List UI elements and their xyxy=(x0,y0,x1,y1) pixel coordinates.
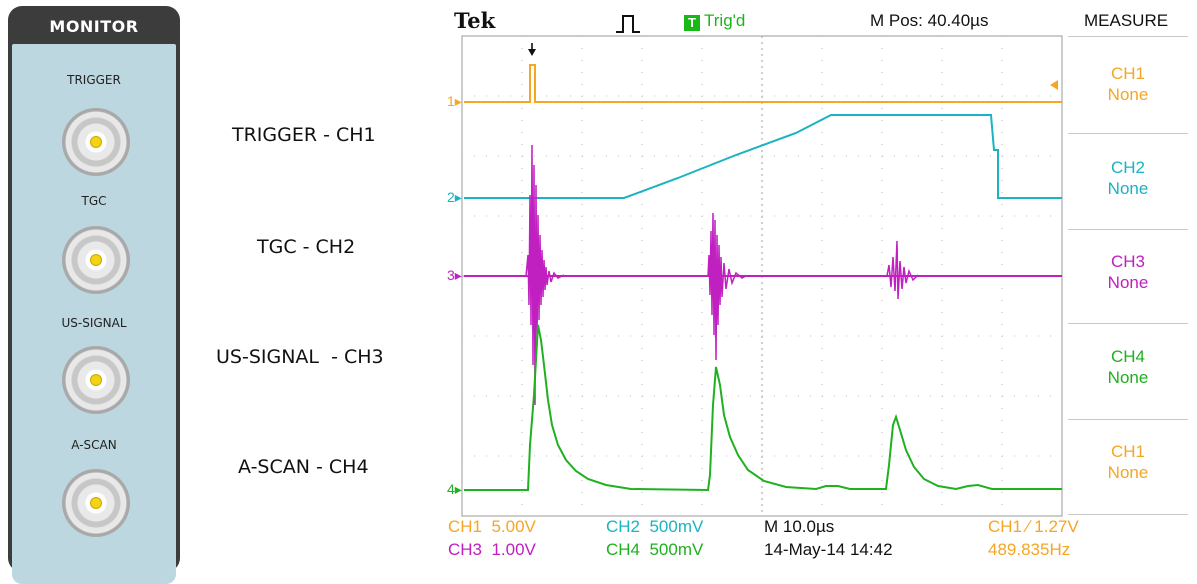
measure-slot-5-value: None xyxy=(1107,463,1149,482)
date-time-readout: 14-May-14 14:42 xyxy=(764,540,893,559)
measure-slot-1-channel: CH1 xyxy=(1110,64,1145,83)
trigger-level-readout: CH1 ∕ 1.27V xyxy=(988,517,1079,536)
measure-slot-2-channel: CH2 xyxy=(1110,158,1145,177)
measure-slot-5-channel: CH1 xyxy=(1110,442,1145,461)
connector-label-tgc: TGC xyxy=(81,194,107,208)
connector-label-us-signal: US-SIGNAL xyxy=(61,316,127,330)
connector-label-a-scan: A-SCAN xyxy=(71,438,117,452)
oscilloscope-display: Tek T Trig'd M Pos: 40.40µs MEASURE 1▸ 2… xyxy=(446,5,1190,570)
measure-slot-1-value: None xyxy=(1107,85,1149,104)
brand-logo: Tek xyxy=(454,8,496,33)
ch3-scale-readout: CH3 1.00V xyxy=(448,540,536,559)
bnc-connector-trigger-icon xyxy=(62,108,130,176)
trigger-status: Trig'd xyxy=(704,11,746,30)
ch2-ground-marker[interactable]: 2▸ xyxy=(447,189,462,205)
measure-menu-title[interactable]: MEASURE xyxy=(1084,11,1169,30)
measure-slot-1[interactable]: CH1 None xyxy=(1066,63,1190,105)
horizontal-position: M Pos: 40.40µs xyxy=(870,11,989,30)
measure-slot-2-value: None xyxy=(1107,179,1149,198)
caption-trigger-ch1: TRIGGER - CH1 xyxy=(232,124,376,146)
caption-tgc-ch2: TGC - CH2 xyxy=(257,236,356,258)
ch1-trigger-trace xyxy=(464,64,1062,103)
measure-slot-4[interactable]: CH4 None xyxy=(1066,346,1190,388)
ch1-scale-readout: CH1 5.00V xyxy=(448,517,536,536)
monitor-panel: MONITOR TRIGGER TGC US-SIGNAL A-SCAN xyxy=(8,6,180,584)
trigger-status-badge: T xyxy=(684,15,700,31)
ch3-ground-marker[interactable]: 3▸ xyxy=(447,267,462,283)
pulse-acquisition-icon xyxy=(616,15,640,33)
trigger-frequency-readout: 489.835Hz xyxy=(988,540,1071,559)
ch2-scale-readout: CH2 500mV xyxy=(606,517,704,536)
bnc-connector-tgc-icon xyxy=(62,226,130,294)
trigger-position-arrow-icon[interactable] xyxy=(528,43,536,56)
measure-slot-4-channel: CH4 xyxy=(1110,347,1145,366)
trigger-level-marker-icon[interactable] xyxy=(1050,80,1058,90)
monitor-panel-title: MONITOR xyxy=(49,17,139,36)
bnc-connector-us-signal-icon xyxy=(62,346,130,414)
timebase-readout: M 10.0µs xyxy=(764,517,835,536)
measure-slot-2[interactable]: CH2 None xyxy=(1066,157,1190,199)
bnc-connector-a-scan-icon xyxy=(62,469,130,537)
ch2-tgc-trace xyxy=(464,114,1062,199)
measure-slot-3-value: None xyxy=(1107,273,1149,292)
scope-graticule xyxy=(461,15,1063,517)
connector-label-trigger: TRIGGER xyxy=(67,73,121,87)
measure-slot-4-value: None xyxy=(1107,368,1149,387)
ch4-a-scan-trace xyxy=(464,324,1062,492)
ch4-ground-marker[interactable]: 4▸ xyxy=(447,481,462,497)
caption-us-signal-ch3: US-SIGNAL - CH3 xyxy=(216,346,384,368)
ch3-us-signal-trace xyxy=(464,144,1062,406)
measure-slot-3[interactable]: CH3 None xyxy=(1066,251,1190,293)
measure-slot-5[interactable]: CH1 None xyxy=(1066,441,1190,483)
measure-slot-3-channel: CH3 xyxy=(1110,252,1145,271)
caption-a-scan-ch4: A-SCAN - CH4 xyxy=(238,456,369,478)
ch4-scale-readout: CH4 500mV xyxy=(606,540,704,559)
ch1-ground-marker[interactable]: 1▸ xyxy=(447,93,462,109)
